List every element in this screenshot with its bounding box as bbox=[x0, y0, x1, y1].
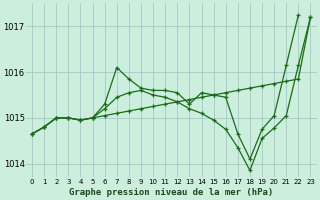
X-axis label: Graphe pression niveau de la mer (hPa): Graphe pression niveau de la mer (hPa) bbox=[69, 188, 273, 197]
